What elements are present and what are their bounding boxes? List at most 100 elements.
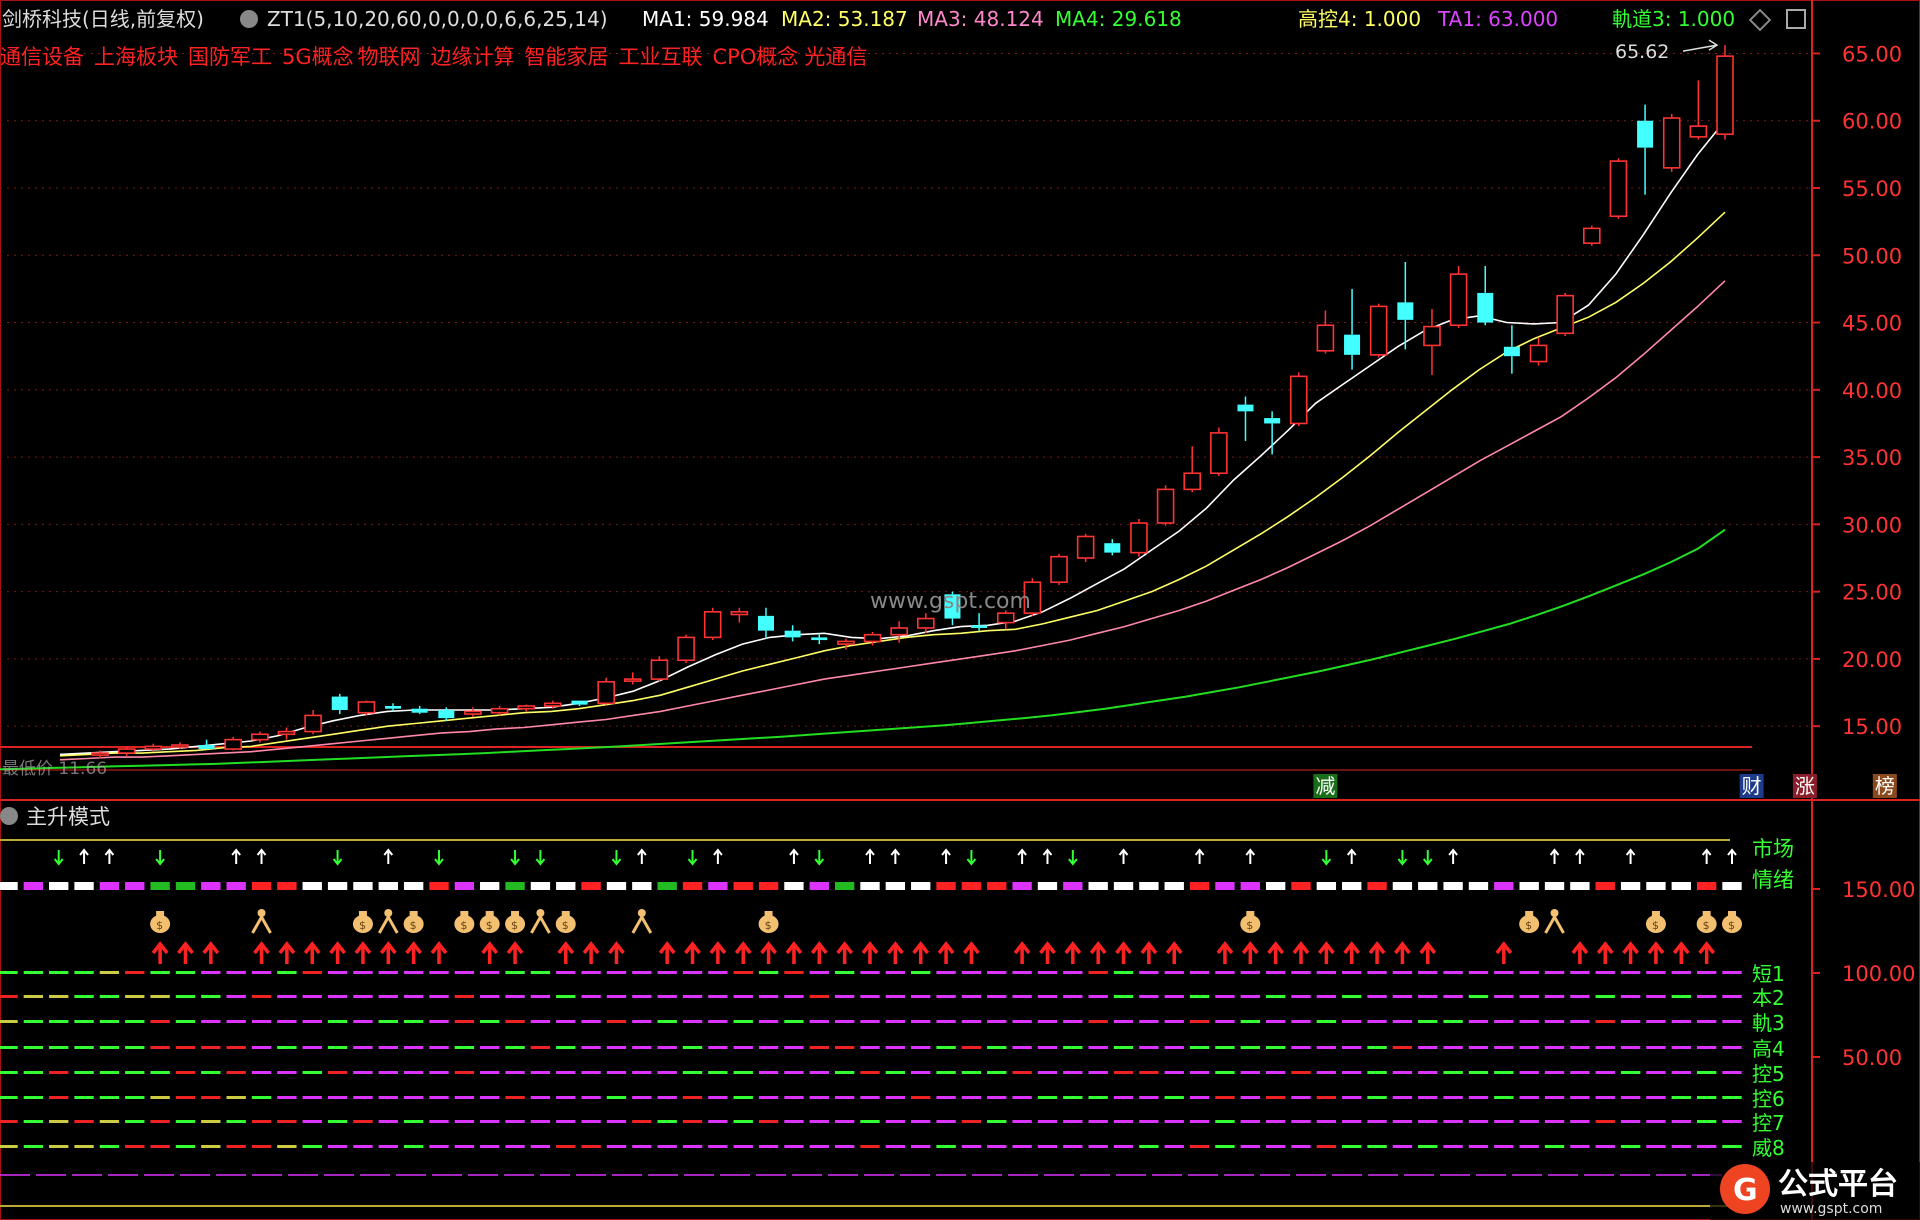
signal-dash xyxy=(49,1020,69,1023)
signal-dash xyxy=(1519,1096,1539,1099)
concept-tag[interactable]: 边缘计算 xyxy=(431,45,515,69)
signal-dash xyxy=(353,1096,373,1099)
ma-value-1: MA1: 59.984 xyxy=(642,7,769,31)
concept-tag[interactable]: CPO概念 xyxy=(713,45,799,69)
concept-tag[interactable]: 5G概念 xyxy=(282,45,354,69)
sentiment-segment xyxy=(885,882,906,890)
signal-dash xyxy=(1215,1096,1235,1099)
settings-toggle-icon[interactable] xyxy=(240,10,258,28)
buy-arrow-icon xyxy=(430,941,448,964)
signal-dash xyxy=(403,1071,424,1074)
subpanel-toggle-icon[interactable] xyxy=(0,807,18,825)
signal-dash xyxy=(1392,1096,1413,1099)
signal-dash xyxy=(1392,1145,1413,1148)
subpanel-title[interactable]: 主升模式 xyxy=(26,805,110,829)
signal-dash xyxy=(581,995,601,998)
signal-dash xyxy=(454,1145,475,1148)
signal-dash xyxy=(1443,971,1463,974)
window-toggle-icon[interactable] xyxy=(1786,9,1806,29)
down-arrow-icon xyxy=(1422,850,1433,866)
signal-dash xyxy=(1012,1096,1032,1099)
up-arrow-icon xyxy=(941,848,951,864)
concept-tag[interactable]: 通信设备 xyxy=(0,45,84,69)
signal-dash xyxy=(1139,1096,1159,1099)
ma-values: MA1: 59.984 MA2: 53.187 MA3: 48.124 MA4: 29… xyxy=(642,7,1735,31)
signal-dash xyxy=(809,971,829,974)
money-bag-icon: $ xyxy=(1519,911,1540,933)
candle xyxy=(385,703,402,712)
concept-tag[interactable]: 工业互联 xyxy=(619,45,703,69)
logo-icon xyxy=(1720,1164,1770,1214)
candle xyxy=(1503,325,1520,374)
signal-dash xyxy=(0,1020,18,1023)
signal-dash xyxy=(1342,1120,1362,1123)
signal-dash xyxy=(1620,995,1641,998)
signal-dash xyxy=(1696,1020,1717,1023)
signal-dash xyxy=(708,995,728,998)
signal-dash xyxy=(1696,971,1717,974)
signal-dash xyxy=(125,971,145,974)
signal-dash xyxy=(429,1096,449,1099)
signal-dash xyxy=(1215,971,1235,974)
signal-dash xyxy=(1443,1096,1463,1099)
signal-dash xyxy=(657,1071,677,1074)
event-marker[interactable]: 涨 xyxy=(1792,774,1817,798)
signal-row-label: 本2 xyxy=(1752,986,1785,1010)
signal-dash xyxy=(606,1145,627,1148)
signal-dash xyxy=(1088,1120,1108,1123)
signal-dash xyxy=(454,1071,475,1074)
signal-dash xyxy=(1291,1120,1311,1123)
signal-dash xyxy=(581,1071,601,1074)
concept-tag[interactable]: 国防军工 xyxy=(188,45,272,69)
svg-text:$: $ xyxy=(156,919,163,932)
sentiment-segment xyxy=(1418,882,1438,890)
signal-dash xyxy=(0,1046,18,1049)
signal-dash xyxy=(1063,1046,1083,1049)
candle xyxy=(1477,266,1494,326)
diamond-icon[interactable] xyxy=(1748,8,1772,32)
signal-dash xyxy=(1063,995,1083,998)
signal-dash xyxy=(251,1120,272,1123)
concept-tag[interactable]: 智能家居 xyxy=(525,45,609,69)
svg-text:减: 减 xyxy=(1315,774,1335,798)
signal-dash xyxy=(1342,1020,1362,1023)
signal-dash xyxy=(556,1046,576,1049)
up-arrow-icon xyxy=(865,848,875,864)
signal-dash xyxy=(302,995,322,998)
signal-dash xyxy=(1088,1046,1108,1049)
signal-dash xyxy=(378,1020,398,1023)
signal-dash xyxy=(834,1020,855,1023)
signal-dash xyxy=(936,1145,956,1148)
up-arrow-icon xyxy=(1625,848,1636,864)
signal-dash xyxy=(0,1096,18,1099)
concept-tag[interactable]: 物联网 xyxy=(358,45,421,69)
stock-title[interactable]: 剑桥科技(日线,前复权) xyxy=(2,7,204,31)
sentiment-segment xyxy=(1342,882,1362,890)
sentiment-segment xyxy=(505,882,525,890)
signal-dash xyxy=(505,1145,525,1148)
event-marker[interactable]: 财 xyxy=(1739,774,1764,798)
sentiment-segment xyxy=(581,882,601,890)
signal-dash xyxy=(961,1145,982,1148)
signal-dash xyxy=(302,1145,322,1148)
signal-dash xyxy=(809,1120,829,1123)
buy-arrow-icon xyxy=(1039,941,1056,964)
candle xyxy=(1449,266,1468,328)
signal-dash xyxy=(1722,1096,1742,1099)
ma-value-2: MA2: 53.187 xyxy=(781,7,908,31)
signal-dash xyxy=(201,1071,221,1074)
signal-dash xyxy=(480,995,500,998)
signal-dash xyxy=(961,1120,982,1123)
signal-dash xyxy=(1316,995,1337,998)
signal-dash xyxy=(911,1096,931,1099)
sentiment-segment xyxy=(1620,882,1641,890)
signal-dash xyxy=(936,1071,956,1074)
concept-tag[interactable]: 光通信 xyxy=(804,45,867,69)
event-marker[interactable]: 减 xyxy=(1313,774,1338,798)
up-arrow-icon xyxy=(789,848,799,864)
signal-dash xyxy=(99,1020,120,1023)
concept-tag[interactable]: 上海板块 xyxy=(94,45,178,69)
event-marker[interactable]: 榜 xyxy=(1872,774,1897,798)
buy-arrow-icon xyxy=(481,941,499,964)
signal-dash xyxy=(632,1120,652,1123)
